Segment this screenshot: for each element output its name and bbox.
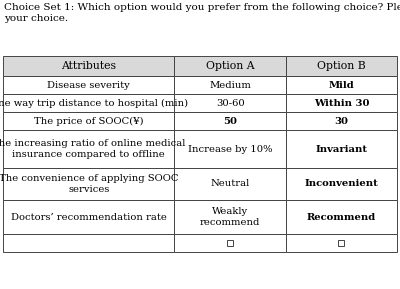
Text: Invariant: Invariant	[316, 144, 368, 153]
Text: your choice.: your choice.	[4, 14, 68, 23]
Bar	[3, 168, 174, 200]
Bar	[3, 56, 174, 76]
Bar	[286, 168, 397, 200]
Bar	[174, 56, 286, 76]
Bar	[286, 56, 397, 76]
Text: Option B: Option B	[317, 61, 366, 71]
Text: Within 30: Within 30	[314, 99, 369, 108]
Bar	[174, 168, 286, 200]
Text: Disease severity: Disease severity	[47, 81, 130, 90]
Bar	[174, 130, 286, 168]
Text: Doctors’ recommendation rate: Doctors’ recommendation rate	[11, 212, 167, 221]
Text: Choice Set 1: Which option would you prefer from the following choice? Please ti: Choice Set 1: Which option would you pre…	[4, 3, 400, 12]
Bar	[174, 112, 286, 130]
Bar	[174, 94, 286, 112]
Text: Option A: Option A	[206, 61, 254, 71]
Bar	[174, 200, 286, 234]
Text: 50: 50	[223, 116, 237, 125]
Text: One way trip distance to hospital (min): One way trip distance to hospital (min)	[0, 99, 188, 108]
Bar	[3, 76, 174, 94]
Text: The convenience of applying SOOC
services: The convenience of applying SOOC service…	[0, 174, 178, 194]
Text: 30-60: 30-60	[216, 99, 244, 108]
Text: Inconvenient: Inconvenient	[304, 179, 378, 188]
Bar	[286, 94, 397, 112]
Bar	[3, 112, 174, 130]
Text: Medium: Medium	[209, 81, 251, 90]
Bar	[3, 200, 174, 234]
Text: Attributes: Attributes	[61, 61, 116, 71]
Bar	[338, 240, 344, 246]
Bar	[3, 130, 174, 168]
Text: Weakly
recommend: Weakly recommend	[200, 207, 260, 227]
Bar	[286, 76, 397, 94]
Bar	[286, 234, 397, 252]
Text: Increase by 10%: Increase by 10%	[188, 144, 272, 153]
Bar	[286, 130, 397, 168]
Bar	[286, 200, 397, 234]
Bar	[3, 94, 174, 112]
Text: The increasing ratio of online medical
insurance compared to offline: The increasing ratio of online medical i…	[0, 139, 185, 160]
Bar	[174, 76, 286, 94]
Text: Recommend: Recommend	[307, 212, 376, 221]
Bar	[3, 234, 174, 252]
Bar	[286, 112, 397, 130]
Text: The price of SOOC(¥): The price of SOOC(¥)	[34, 116, 144, 125]
Text: Neutral: Neutral	[210, 179, 250, 188]
Bar	[227, 240, 233, 246]
Text: 30: 30	[334, 116, 348, 125]
Bar	[174, 234, 286, 252]
Text: Mild: Mild	[328, 81, 354, 90]
